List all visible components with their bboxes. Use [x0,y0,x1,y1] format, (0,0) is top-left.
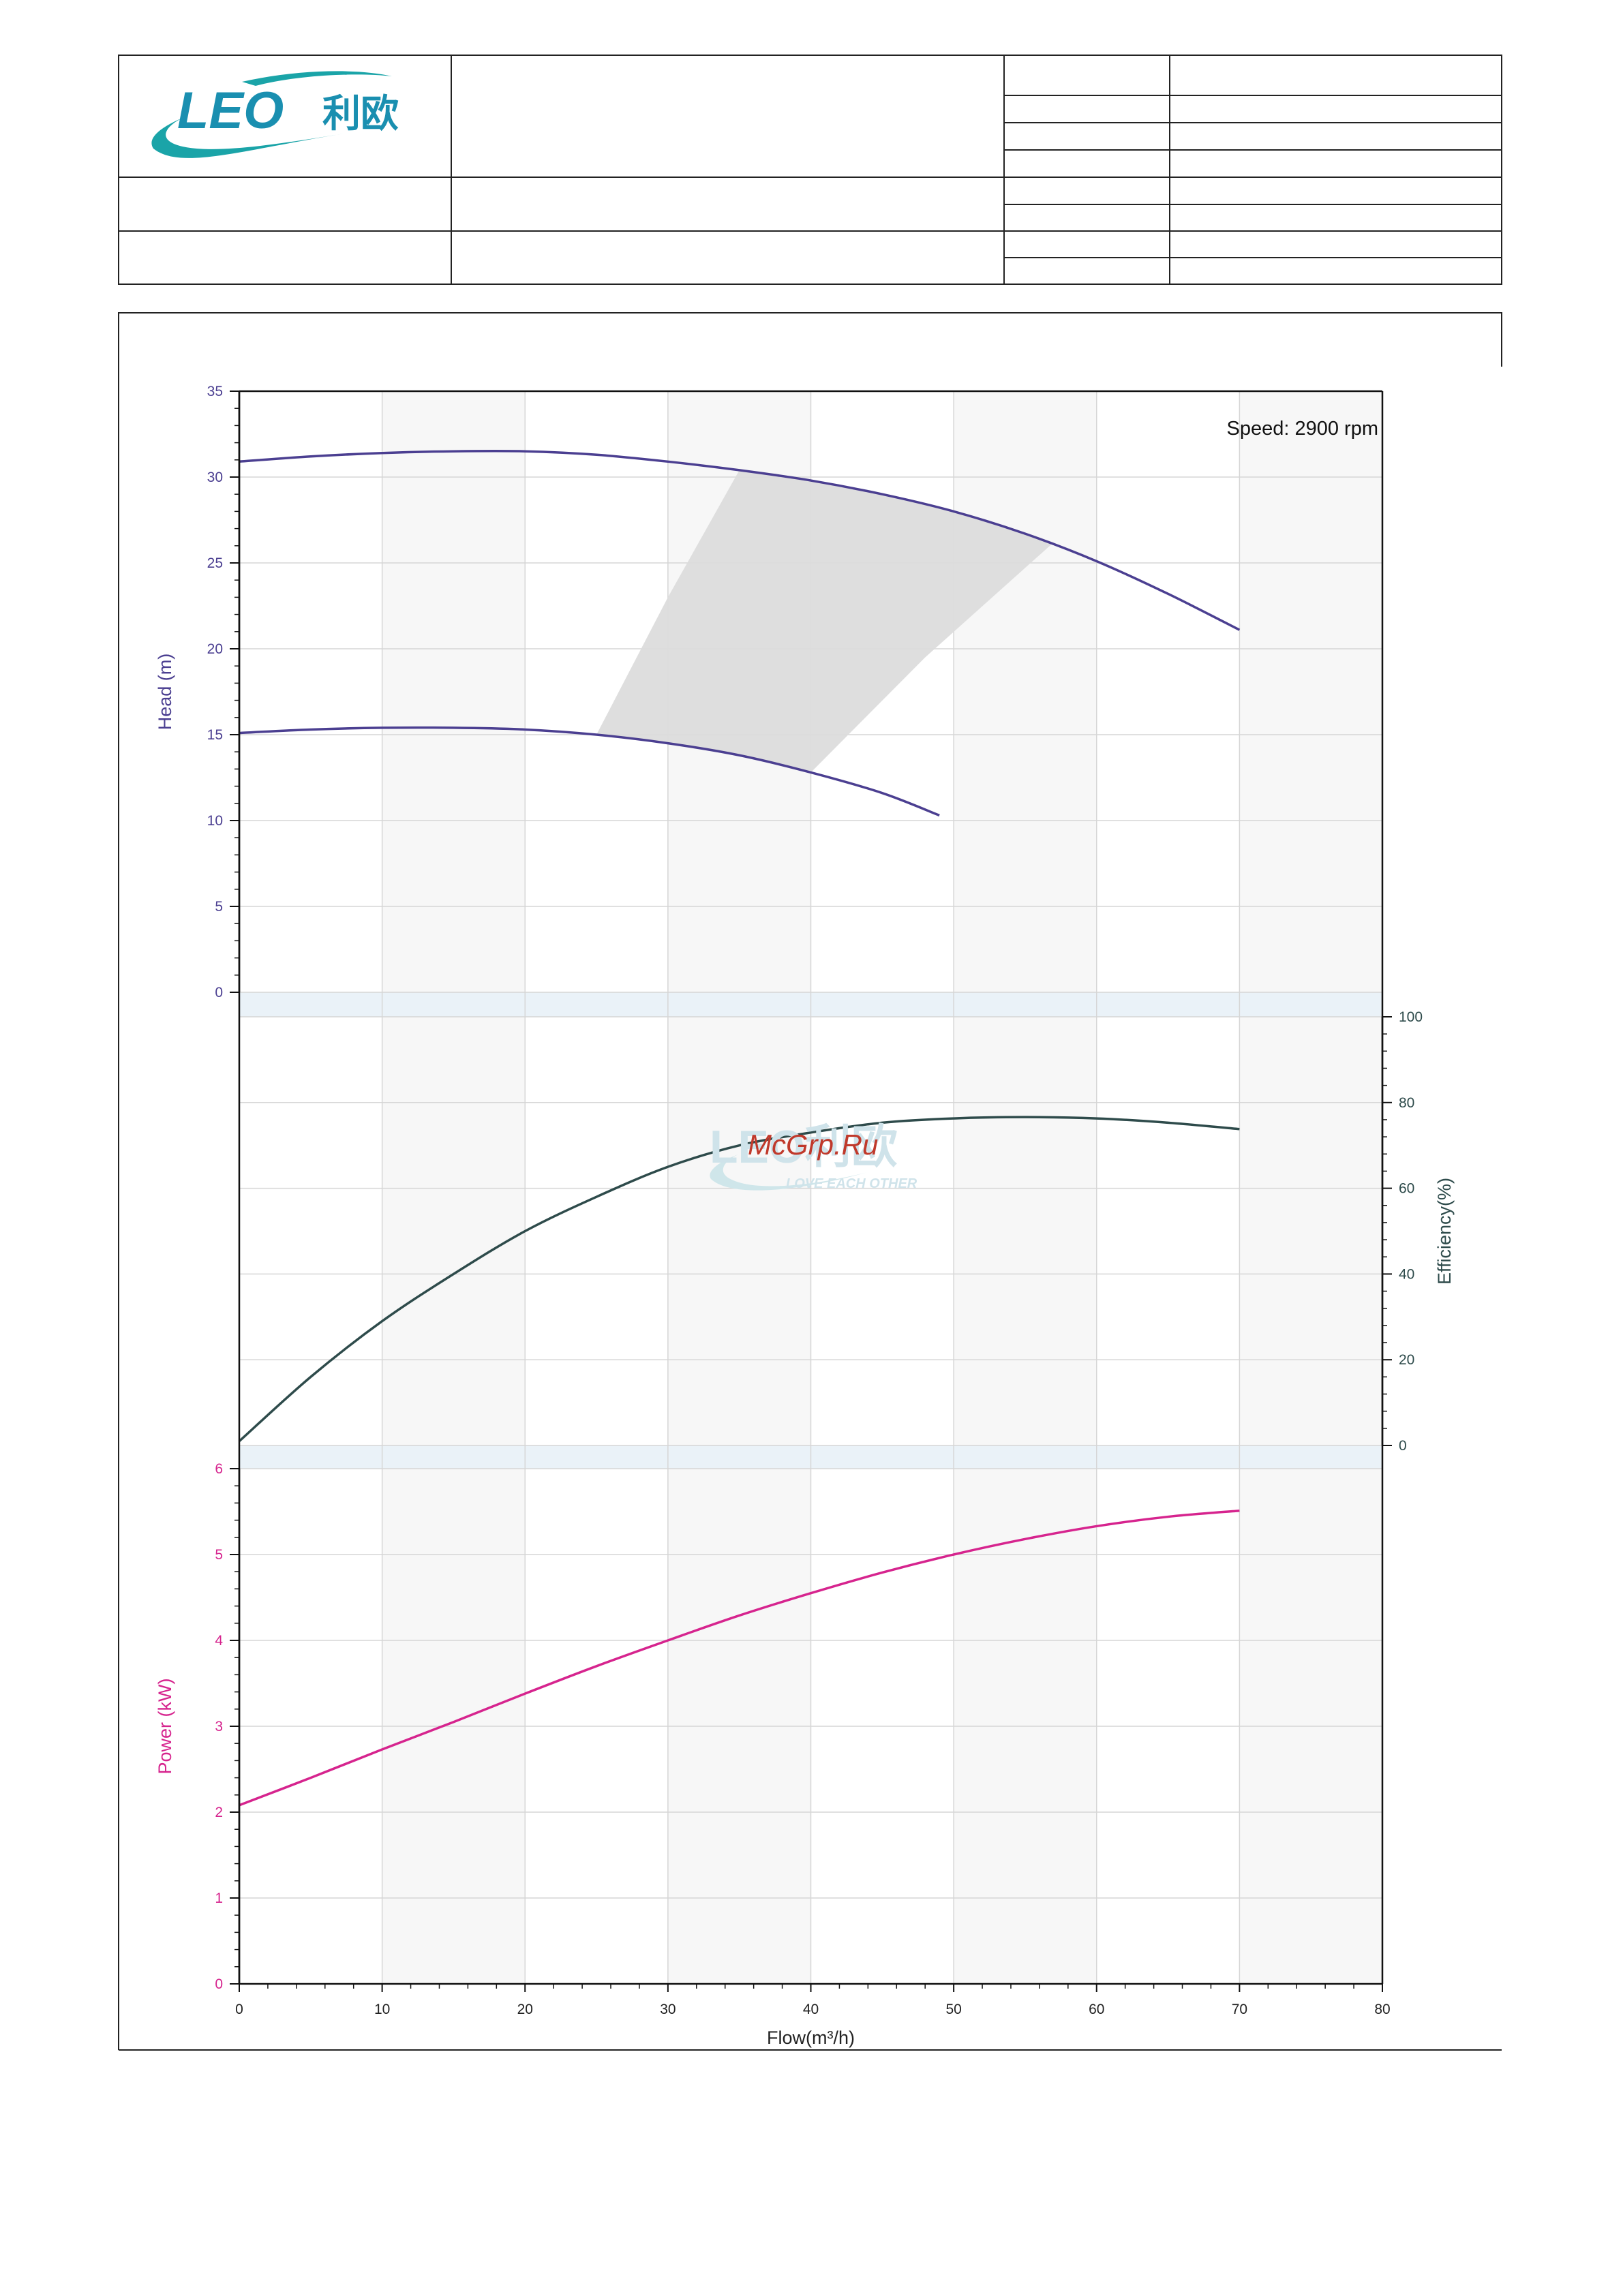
power-tick-label: 5 [215,1547,223,1563]
x-axis-title: Flow(m³/h) [767,2027,855,2048]
logo-text-cn: 利欧 [322,92,399,136]
head-tick-label: 35 [207,384,223,399]
head-tick-label: 15 [207,727,223,743]
x-tick-label: 0 [235,2002,243,2017]
power-axis-title: Power (kW) [155,1679,175,1775]
head-curve-1 [239,449,1241,631]
plot-stripe [382,391,526,1984]
head-tick-label: 25 [207,555,223,571]
power-tick-label: 2 [215,1805,223,1820]
plot-stripe [954,391,1097,1984]
head-axis-title: Head (m) [155,654,175,731]
x-tick-label: 20 [517,2002,533,2017]
logo-swoosh-icon [151,116,345,158]
power-curve-1 [239,1509,1240,1807]
power-tick-label: 4 [215,1633,223,1649]
efficiency-tick-label: 100 [1399,1009,1423,1025]
x-tick-label: 70 [1232,2002,1247,2017]
speed-note: Speed: 2900 rpm [1227,418,1378,440]
efficiency-tick-label: 20 [1399,1352,1414,1368]
efficiency-curve-1 [238,1116,1240,1443]
x-tick-label: 40 [803,2002,819,2017]
plot-stripe [1239,391,1382,1984]
x-tick-label: 30 [660,2002,676,2017]
chart-frame-top [118,312,1502,367]
logo-text-latin: LEO [177,82,284,140]
watermark-logo-text: LEO利欧 [710,1121,898,1173]
power-tick-label: 0 [215,1976,223,1992]
watermark: LEO利欧 LOVE EACH OTHER McGrp.Ru [710,1121,917,1191]
watermark-text: McGrp.Ru [748,1129,878,1161]
head-tick-label: 10 [207,813,223,829]
efficiency-tick-label: 80 [1399,1095,1414,1111]
efficiency-tick-label: 60 [1399,1181,1414,1197]
header-table [118,55,1502,285]
x-tick-label: 60 [1089,2002,1104,2017]
watermark-slogan: LOVE EACH OTHER [786,1176,917,1191]
head-tick-label: 30 [207,470,223,485]
head-tick-label: 5 [215,899,223,915]
x-tick-label: 50 [945,2002,961,2017]
head-curve-2 [239,726,940,817]
efficiency-tick-label: 40 [1399,1266,1414,1282]
efficiency-tick-label: 0 [1399,1438,1407,1454]
efficiency-axis-title: Efficiency(%) [1434,1178,1455,1285]
head-tick-label: 0 [215,985,223,1000]
head-tick-label: 20 [207,641,223,657]
operating-range-area [596,470,1054,773]
power-tick-label: 3 [215,1719,223,1734]
power-tick-label: 1 [215,1891,223,1906]
power-tick-label: 6 [215,1461,223,1477]
leo-logo: LEO 利欧 [151,71,399,158]
x-tick-label: 80 [1374,2002,1390,2017]
x-tick-label: 10 [374,2002,390,2017]
watermark-swoosh-icon [710,1154,868,1191]
